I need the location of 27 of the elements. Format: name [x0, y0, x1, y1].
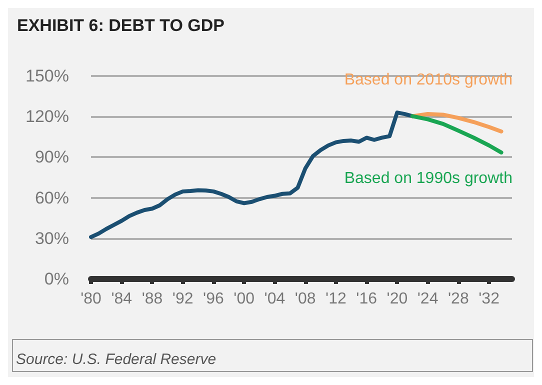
x-tick-label: '96	[203, 290, 224, 308]
x-tick-label: '08	[294, 290, 316, 308]
y-tick-label: 0%	[44, 270, 69, 288]
x-tick-label: '32	[478, 290, 500, 308]
series-label: Based on 1990s growth	[344, 170, 512, 188]
text: Based on 2010s growth	[344, 71, 512, 88]
line-series	[410, 114, 504, 154]
x-tick-label: '20	[386, 290, 408, 308]
x-tick-label: '92	[172, 290, 194, 308]
x-tick-label: '00	[234, 290, 255, 308]
y-tick-label: 90%	[34, 148, 69, 167]
y-tick-label: 120%	[26, 107, 69, 126]
x-tick-label: '80	[80, 290, 102, 308]
chart-title: EXHIBIT 6: DEBT TO GDP	[17, 16, 224, 35]
x-tick-label: '12	[326, 290, 346, 308]
line-series	[89, 110, 414, 240]
source-note: Source: U.S. Federal Reserve	[16, 351, 216, 368]
y-tick-label: 60%	[34, 188, 69, 208]
y-tick-label: 30%	[34, 228, 69, 248]
x-tick-label: '24	[417, 290, 438, 308]
x-tick-label: '16	[356, 290, 378, 308]
y-tick-label: 150%	[26, 66, 69, 86]
line-series	[410, 112, 504, 134]
x-tick-label: '28	[448, 290, 469, 308]
x-tick-label: '88	[142, 290, 163, 308]
x-tick-label: '04	[264, 290, 286, 308]
x-tick-label: '84	[111, 290, 132, 308]
